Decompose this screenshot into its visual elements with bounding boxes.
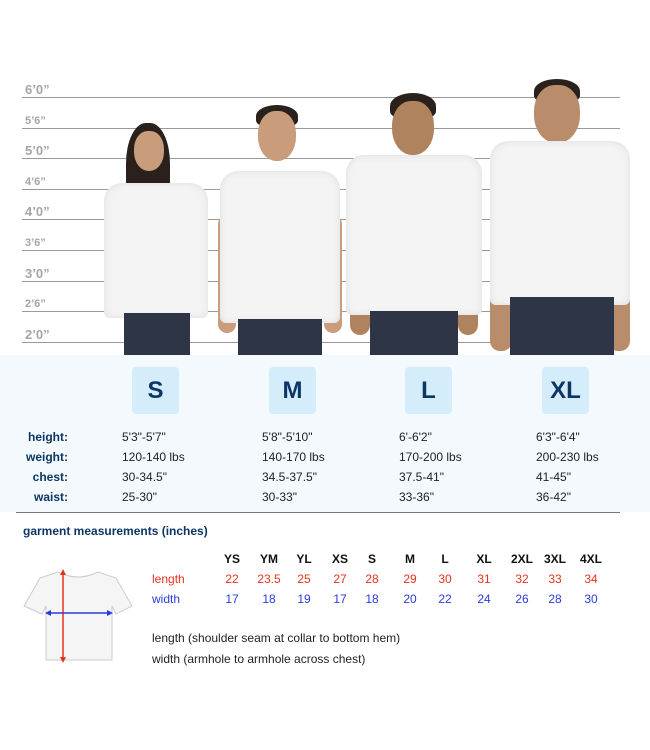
length-value: 30 (438, 572, 452, 586)
size-height-value: 5'8"-5'10" (262, 430, 313, 444)
size-chest-value: 37.5-41" (399, 470, 444, 484)
size-header: YM (260, 552, 278, 566)
size-weight-value: 140-170 lbs (262, 450, 325, 464)
size-height-value: 5'3"-5'7" (122, 430, 166, 444)
tshirt-diagram-icon (23, 569, 133, 663)
size-info-panel (0, 355, 650, 512)
ruler-label: 5’6” (25, 114, 46, 127)
size-height-value: 6'-6'2" (399, 430, 432, 444)
size-header: XS (331, 552, 348, 566)
ruler-label: 2’6” (25, 298, 46, 311)
model-large (346, 93, 482, 355)
width-value: 26 (515, 592, 529, 606)
model-small (100, 123, 212, 355)
size-header: 2XL (510, 552, 533, 566)
length-value: 31 (477, 572, 491, 586)
ruler-label: 4’0” (25, 204, 50, 220)
length-value: 27 (333, 572, 347, 586)
size-chest-value: 34.5-37.5" (262, 470, 317, 484)
size-waist-value: 30-33" (262, 490, 297, 504)
size-badge: XL (542, 367, 589, 414)
size-header: XL (476, 552, 492, 566)
width-value: 19 (297, 592, 311, 606)
width-note: width (armhole to armhole across chest) (152, 652, 366, 666)
row-label-weight: weight: (26, 450, 68, 464)
size-badge: M (269, 367, 316, 414)
length-value: 29 (403, 572, 417, 586)
ruler-label: 2’0” (25, 326, 50, 342)
width-value: 28 (548, 592, 562, 606)
length-value: 25 (297, 572, 311, 586)
width-value: 17 (333, 592, 347, 606)
size-weight-value: 170-200 lbs (399, 450, 462, 464)
length-label: length (152, 572, 185, 586)
ruler-label: 3’0” (25, 265, 50, 281)
width-value: 18 (262, 592, 276, 606)
size-height-value: 6'3"-6'4" (536, 430, 580, 444)
size-header: YL (296, 552, 312, 566)
size-waist-value: 33-36" (399, 490, 434, 504)
size-badge: L (405, 367, 452, 414)
length-value: 34 (584, 572, 598, 586)
size-header: S (367, 552, 376, 566)
ruler-line (22, 127, 620, 129)
ruler-label: 3’6” (25, 237, 46, 249)
size-waist-value: 36-42" (536, 490, 571, 504)
garment-title: garment measurements (inches) (23, 524, 208, 538)
size-chest-value: 41-45" (536, 470, 571, 484)
ruler-label: 4’6” (25, 175, 46, 188)
width-value: 20 (403, 592, 417, 606)
width-value: 18 (365, 592, 379, 606)
size-header: 3XL (543, 552, 566, 566)
length-value: 22 (225, 572, 239, 586)
length-value: 32 (515, 572, 529, 586)
row-label-chest: chest: (32, 470, 68, 484)
model-extra-large (488, 79, 632, 355)
size-header: YS (223, 552, 240, 566)
size-weight-value: 200-230 lbs (536, 450, 599, 464)
length-value: 33 (548, 572, 562, 586)
width-value: 30 (584, 592, 598, 606)
width-value: 22 (438, 592, 452, 606)
width-label: width (152, 592, 181, 606)
model-medium (218, 105, 342, 355)
size-chest-value: 30-34.5" (122, 470, 167, 484)
size-waist-value: 25-30" (122, 490, 157, 504)
size-header: 4XL (579, 552, 602, 566)
size-weight-value: 120-140 lbs (122, 450, 185, 464)
width-value: 24 (477, 592, 491, 606)
ruler-label: 6’0” (25, 82, 50, 97)
ruler-line (22, 158, 620, 160)
length-value: 28 (365, 572, 379, 586)
length-note: length (shoulder seam at collar to botto… (152, 631, 401, 645)
ruler-line (22, 97, 620, 98)
row-label-waist: waist: (33, 490, 68, 504)
divider (16, 512, 620, 513)
size-header: L (441, 552, 449, 566)
size-badge: S (132, 367, 179, 414)
row-label-height: height: (28, 430, 68, 444)
width-value: 17 (225, 592, 239, 606)
size-header: M (405, 552, 415, 566)
ruler-label: 5’0” (25, 143, 50, 159)
length-value: 23.5 (257, 572, 281, 586)
models-photo (0, 0, 650, 355)
